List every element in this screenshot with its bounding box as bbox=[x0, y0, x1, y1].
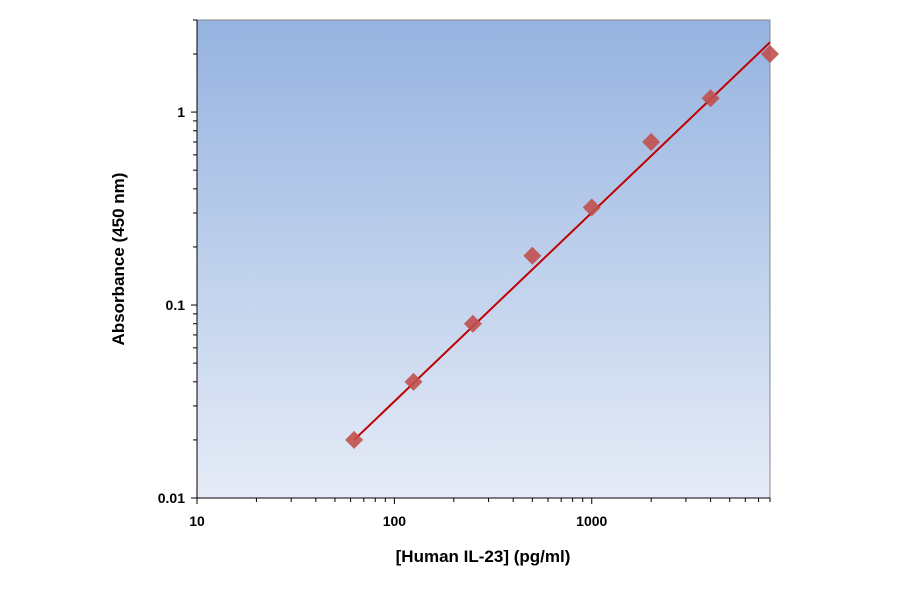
y-tick-label: 1 bbox=[177, 104, 185, 120]
data-point-marker bbox=[582, 198, 601, 217]
fit-line bbox=[353, 41, 771, 441]
y-axis-title: Absorbance (450 nm) bbox=[109, 173, 128, 346]
data-point-marker bbox=[523, 246, 542, 265]
data-points bbox=[345, 44, 779, 449]
x-axis-title: [Human IL-23] (pg/ml) bbox=[396, 547, 571, 566]
y-tick-label: 0.1 bbox=[166, 297, 186, 313]
x-tick-label: 10 bbox=[189, 513, 205, 529]
x-tick-label: 100 bbox=[383, 513, 407, 529]
y-tick-label: 0.01 bbox=[158, 490, 185, 506]
data-point-marker bbox=[404, 372, 423, 391]
data-point-marker bbox=[761, 44, 779, 63]
fit-line-group bbox=[353, 41, 771, 441]
x-tick-label: 1000 bbox=[576, 513, 607, 529]
plot-area bbox=[196, 19, 771, 499]
data-point-marker bbox=[642, 132, 661, 151]
data-point-marker bbox=[701, 89, 720, 108]
data-point-marker bbox=[345, 430, 364, 449]
axes: 10 100 1000 0.01 0.1 1 bbox=[158, 19, 771, 529]
data-point-marker bbox=[463, 314, 482, 333]
